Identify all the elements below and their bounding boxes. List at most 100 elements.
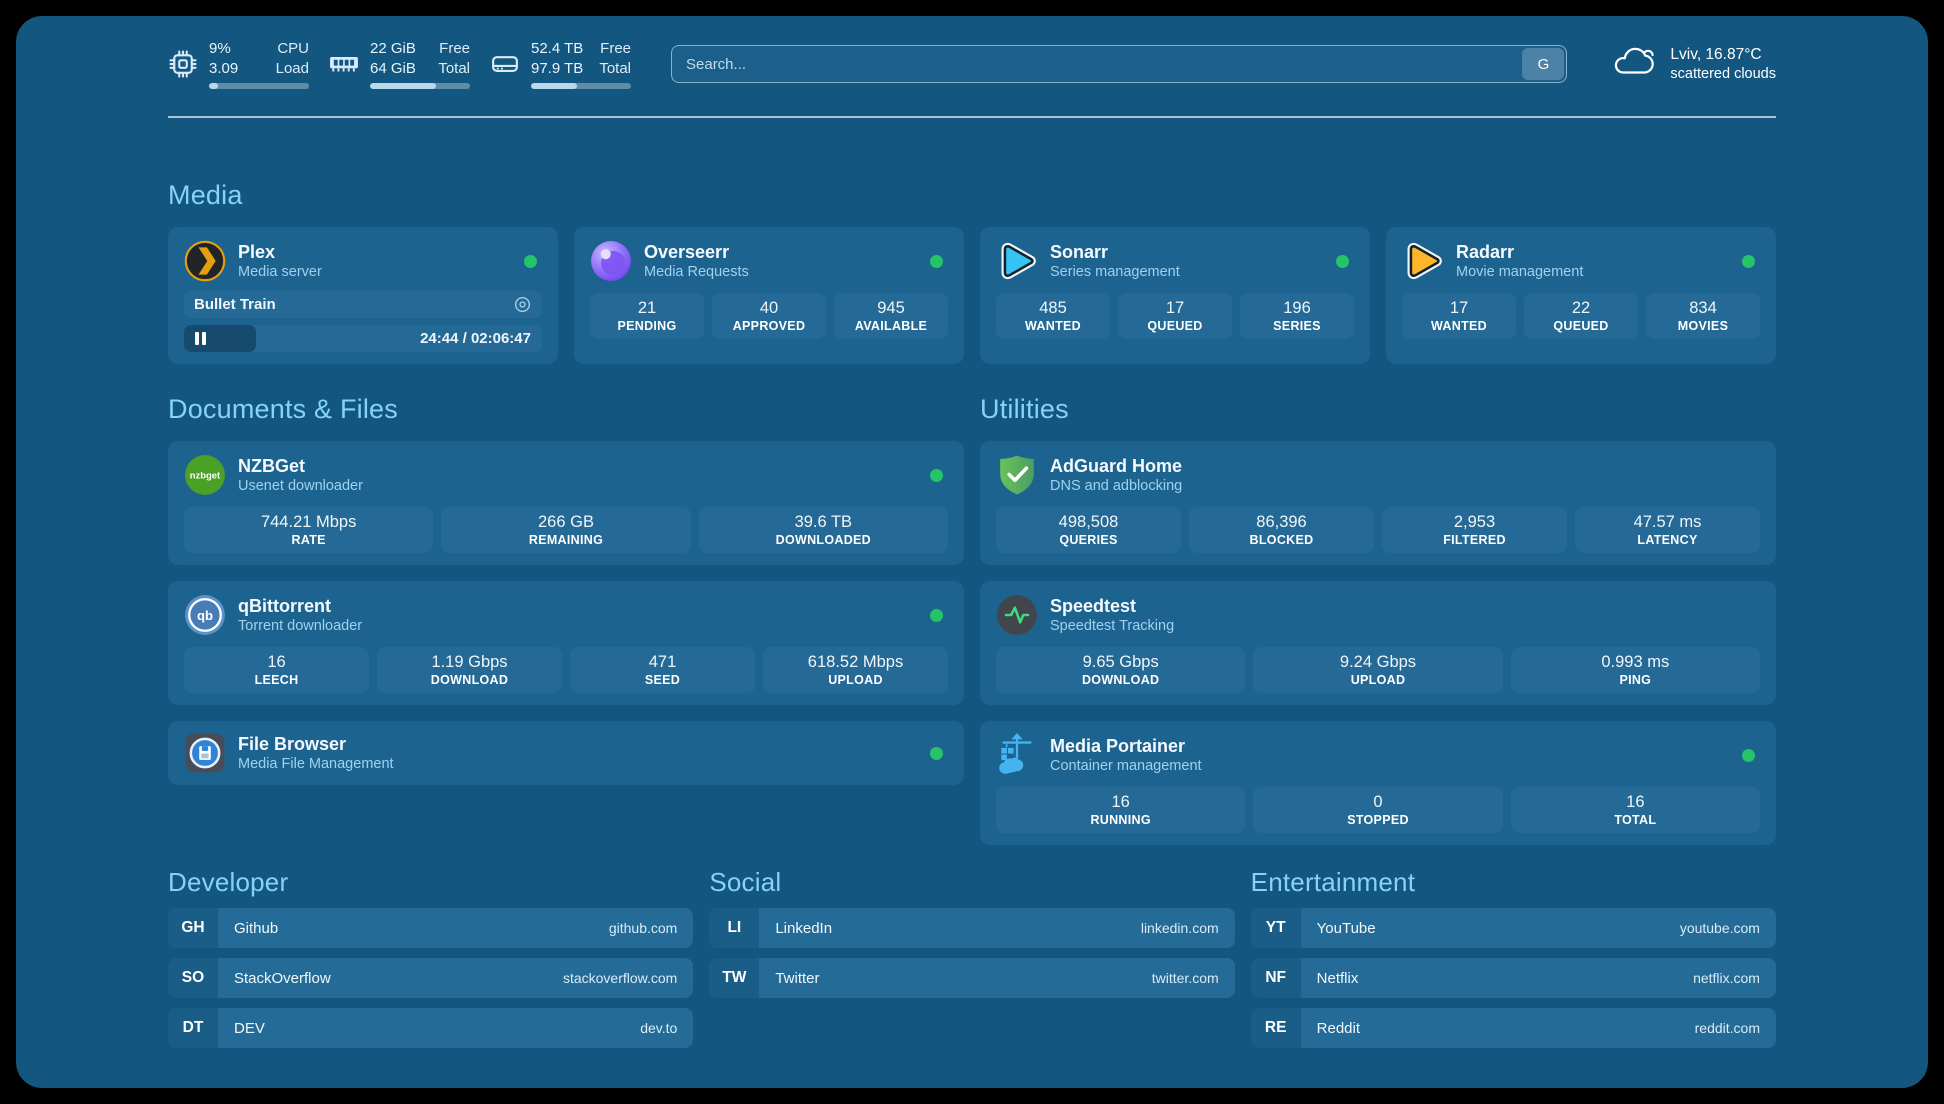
link-row-youtube[interactable]: YT YouTube youtube.com xyxy=(1250,908,1776,948)
cpu-load-label: Load xyxy=(275,59,309,77)
stat-wanted: 485 WANTED xyxy=(996,293,1110,339)
section-title-documents: Documents & Files xyxy=(168,394,398,424)
cpu-load-value: 3.09 xyxy=(209,59,239,77)
link-abbr: LI xyxy=(709,908,760,948)
overseerr-icon xyxy=(590,240,632,282)
app-card-radarr[interactable]: Radarr Movie management 17 WANTED 22 QUE… xyxy=(1386,227,1776,364)
link-row-reddit[interactable]: RE Reddit reddit.com xyxy=(1250,1008,1776,1048)
stat-upload: 618.52 Mbps UPLOAD xyxy=(763,647,948,693)
section-title-media: Media xyxy=(168,180,243,210)
app-title: File Browser xyxy=(238,733,347,754)
app-title: Media Portainer xyxy=(1050,735,1186,756)
link-abbr: RE xyxy=(1250,1008,1301,1048)
link-abbr: NF xyxy=(1250,958,1301,998)
status-dot xyxy=(930,468,943,482)
app-card-portainer[interactable]: Media Portainer Container management 16 … xyxy=(980,721,1776,845)
link-row-twitter[interactable]: TW Twitter twitter.com xyxy=(709,958,1235,998)
svg-text:qb: qb xyxy=(197,608,213,623)
disk-icon xyxy=(490,49,520,79)
disk-total-value: 97.9 TB xyxy=(531,59,584,77)
link-row-netflix[interactable]: NF Netflix netflix.com xyxy=(1250,958,1776,998)
cloud-icon xyxy=(1611,46,1657,83)
search-bar: G xyxy=(671,45,1568,83)
link-name: Reddit xyxy=(1316,1019,1361,1037)
app-card-filebrowser[interactable]: File Browser Media File Management xyxy=(168,721,964,785)
section-utilities: Utilities AdGuard Home xyxy=(980,394,1776,845)
disk-total-label: Total xyxy=(599,59,631,77)
app-subtitle: Container management xyxy=(1050,758,1202,775)
app-card-overseerr[interactable]: Overseerr Media Requests 21 PENDING 40 A… xyxy=(574,227,964,364)
memory-total-label: Total xyxy=(438,59,470,77)
link-abbr: GH xyxy=(168,908,218,948)
stat-ping: 0.993 ms PING xyxy=(1510,647,1760,693)
link-url: github.com xyxy=(608,920,678,936)
link-name: LinkedIn xyxy=(775,919,833,937)
app-title: NZBGet xyxy=(238,455,305,476)
search-engine-button[interactable]: G xyxy=(1522,48,1565,80)
app-title: Speedtest xyxy=(1050,595,1137,616)
portainer-icon xyxy=(996,733,1038,776)
cpu-usage-value: 9% xyxy=(209,39,231,57)
app-card-nzbget[interactable]: nzbget NZBGet Usenet downloader 744.21 M… xyxy=(168,441,964,565)
app-subtitle: DNS and adblocking xyxy=(1050,478,1183,495)
weather-condition: scattered clouds xyxy=(1670,66,1776,82)
app-title: AdGuard Home xyxy=(1050,455,1183,476)
link-name: StackOverflow xyxy=(234,969,331,987)
stat-total: 16 TOTAL xyxy=(1510,787,1760,833)
status-dot xyxy=(1742,254,1755,268)
search-input[interactable] xyxy=(671,45,1568,83)
stat-stopped: 0 STOPPED xyxy=(1253,787,1503,833)
app-card-plex[interactable]: Plex Media server Bullet Train xyxy=(168,227,558,364)
link-abbr: TW xyxy=(709,958,760,998)
app-subtitle: Media File Management xyxy=(238,756,394,773)
app-subtitle: Media server xyxy=(238,264,322,281)
filebrowser-icon xyxy=(184,732,226,774)
cpu-usage-label: CPU xyxy=(277,39,309,57)
stat-rate: 744.21 Mbps RATE xyxy=(184,507,434,553)
stat-movies: 834 MOVIES xyxy=(1646,293,1760,339)
app-subtitle: Usenet downloader xyxy=(238,478,363,495)
app-title: Radarr xyxy=(1456,241,1515,262)
app-subtitle: Movie management xyxy=(1456,264,1584,281)
stat-queued: 22 QUEUED xyxy=(1524,293,1638,339)
stat-approved: 40 APPROVED xyxy=(712,293,826,339)
app-card-adguard[interactable]: AdGuard Home DNS and adblocking 498,508 … xyxy=(980,441,1776,565)
link-url: reddit.com xyxy=(1694,1020,1760,1036)
memory-icon xyxy=(329,49,359,79)
link-name: DEV xyxy=(234,1019,265,1037)
link-row-dev[interactable]: DT DEV dev.to xyxy=(168,1008,694,1048)
speedtest-icon xyxy=(996,594,1038,636)
app-card-sonarr[interactable]: Sonarr Series management 485 WANTED 17 Q… xyxy=(980,227,1370,364)
stat-filtered: 2,953 FILTERED xyxy=(1382,507,1567,553)
stat-seed: 471 SEED xyxy=(570,647,755,693)
dashboard-panel: 9% CPU 3.09 Load xyxy=(16,16,1928,1088)
top-bar: 9% CPU 3.09 Load xyxy=(168,36,1776,92)
stat-pending: 21 PENDING xyxy=(590,293,704,339)
cpu-icon xyxy=(168,49,198,79)
memory-progress-track xyxy=(370,83,470,90)
radarr-icon xyxy=(1402,240,1444,282)
link-row-stackoverflow[interactable]: SO StackOverflow stackoverflow.com xyxy=(168,958,694,998)
link-row-github[interactable]: GH Github github.com xyxy=(168,908,694,948)
section-title-entertainment: Entertainment xyxy=(1250,867,1416,897)
status-dot xyxy=(1336,254,1349,268)
disk-free-label: Free xyxy=(600,39,631,57)
system-metrics: 9% CPU 3.09 Load xyxy=(168,39,631,90)
memory-metric: 22 GiB Free 64 GiB Total xyxy=(329,39,470,90)
app-title: Overseerr xyxy=(644,241,730,262)
app-card-qbittorrent[interactable]: qb qBittorrent Torrent downloader 16 LEE… xyxy=(168,581,964,705)
memory-free-label: Free xyxy=(439,39,470,57)
stat-latency: 47.57 ms LATENCY xyxy=(1575,507,1760,553)
svg-text:nzbget: nzbget xyxy=(190,471,221,482)
app-card-speedtest[interactable]: Speedtest Speedtest Tracking 9.65 Gbps D… xyxy=(980,581,1776,705)
weather-location: Lviv, 16.87°C xyxy=(1670,46,1762,63)
stat-upload: 9.24 Gbps UPLOAD xyxy=(1253,647,1503,693)
cpu-metric: 9% CPU 3.09 Load xyxy=(168,39,309,90)
link-row-linkedin[interactable]: LI LinkedIn linkedin.com xyxy=(709,908,1235,948)
pause-icon[interactable] xyxy=(195,332,206,345)
cpu-progress-track xyxy=(209,83,309,90)
section-title-social: Social xyxy=(709,867,782,897)
section-title-developer: Developer xyxy=(168,867,289,897)
section-developer: Developer GH Github github.com SO StackO… xyxy=(168,867,694,1048)
link-url: netflix.com xyxy=(1693,970,1760,986)
